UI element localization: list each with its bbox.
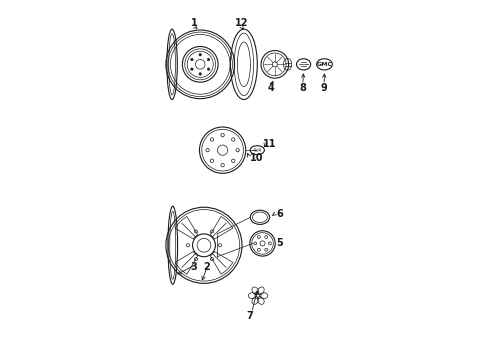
Text: GMC: GMC <box>317 62 333 67</box>
Circle shape <box>207 68 210 71</box>
Text: 4: 4 <box>268 83 274 93</box>
Circle shape <box>199 73 201 75</box>
Text: 6: 6 <box>276 208 283 219</box>
Text: 2: 2 <box>203 262 210 272</box>
Circle shape <box>191 68 193 71</box>
Circle shape <box>191 58 193 61</box>
Text: 1: 1 <box>191 18 197 28</box>
Circle shape <box>199 53 201 56</box>
Text: 10: 10 <box>249 153 263 163</box>
Text: 7: 7 <box>246 311 253 321</box>
Text: 9: 9 <box>321 83 327 93</box>
Text: 5: 5 <box>276 238 283 248</box>
Text: 4x4: 4x4 <box>253 148 262 153</box>
Text: 8: 8 <box>299 83 306 93</box>
Text: 3: 3 <box>191 262 197 272</box>
Circle shape <box>207 58 210 61</box>
Text: 11: 11 <box>263 139 277 149</box>
Text: 12: 12 <box>235 18 248 28</box>
